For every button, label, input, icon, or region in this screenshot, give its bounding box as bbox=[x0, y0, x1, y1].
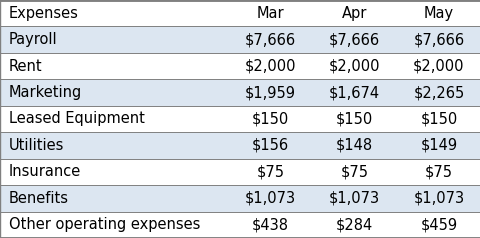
Bar bbox=[0, 0, 480, 26]
Text: Marketing: Marketing bbox=[9, 85, 82, 100]
Text: Insurance: Insurance bbox=[9, 164, 81, 179]
Text: $1,073: $1,073 bbox=[328, 191, 380, 206]
Text: $2,000: $2,000 bbox=[244, 59, 296, 74]
Text: $2,265: $2,265 bbox=[412, 85, 464, 100]
Text: Expenses: Expenses bbox=[9, 6, 78, 21]
Bar bbox=[0, 53, 480, 79]
Text: $7,666: $7,666 bbox=[244, 32, 296, 47]
Text: $75: $75 bbox=[340, 164, 368, 179]
Text: Other operating expenses: Other operating expenses bbox=[9, 217, 200, 232]
Text: $1,073: $1,073 bbox=[412, 191, 464, 206]
Bar bbox=[0, 185, 480, 212]
Text: May: May bbox=[423, 6, 453, 21]
Text: $150: $150 bbox=[420, 111, 456, 127]
Text: $1,073: $1,073 bbox=[244, 191, 296, 206]
Text: Utilities: Utilities bbox=[9, 138, 64, 153]
Bar bbox=[0, 212, 480, 238]
Text: $7,666: $7,666 bbox=[412, 32, 464, 47]
Text: $459: $459 bbox=[420, 217, 456, 232]
Text: $156: $156 bbox=[252, 138, 288, 153]
Text: Apr: Apr bbox=[341, 6, 367, 21]
Text: $7,666: $7,666 bbox=[328, 32, 380, 47]
Text: $75: $75 bbox=[256, 164, 284, 179]
Text: $2,000: $2,000 bbox=[412, 59, 464, 74]
Text: $1,674: $1,674 bbox=[328, 85, 380, 100]
Bar bbox=[0, 26, 480, 53]
Text: $150: $150 bbox=[336, 111, 372, 127]
Bar bbox=[0, 132, 480, 159]
Text: Leased Equipment: Leased Equipment bbox=[9, 111, 144, 127]
Text: Mar: Mar bbox=[256, 6, 284, 21]
Text: $149: $149 bbox=[420, 138, 456, 153]
Text: $438: $438 bbox=[252, 217, 288, 232]
Bar bbox=[0, 106, 480, 132]
Text: $284: $284 bbox=[336, 217, 372, 232]
Text: $2,000: $2,000 bbox=[328, 59, 380, 74]
Text: Rent: Rent bbox=[9, 59, 42, 74]
Text: $1,959: $1,959 bbox=[244, 85, 296, 100]
Text: $148: $148 bbox=[336, 138, 372, 153]
Text: Payroll: Payroll bbox=[9, 32, 57, 47]
Text: $150: $150 bbox=[252, 111, 288, 127]
Bar bbox=[0, 159, 480, 185]
Text: Benefits: Benefits bbox=[9, 191, 69, 206]
Text: $75: $75 bbox=[424, 164, 452, 179]
Bar bbox=[0, 79, 480, 106]
